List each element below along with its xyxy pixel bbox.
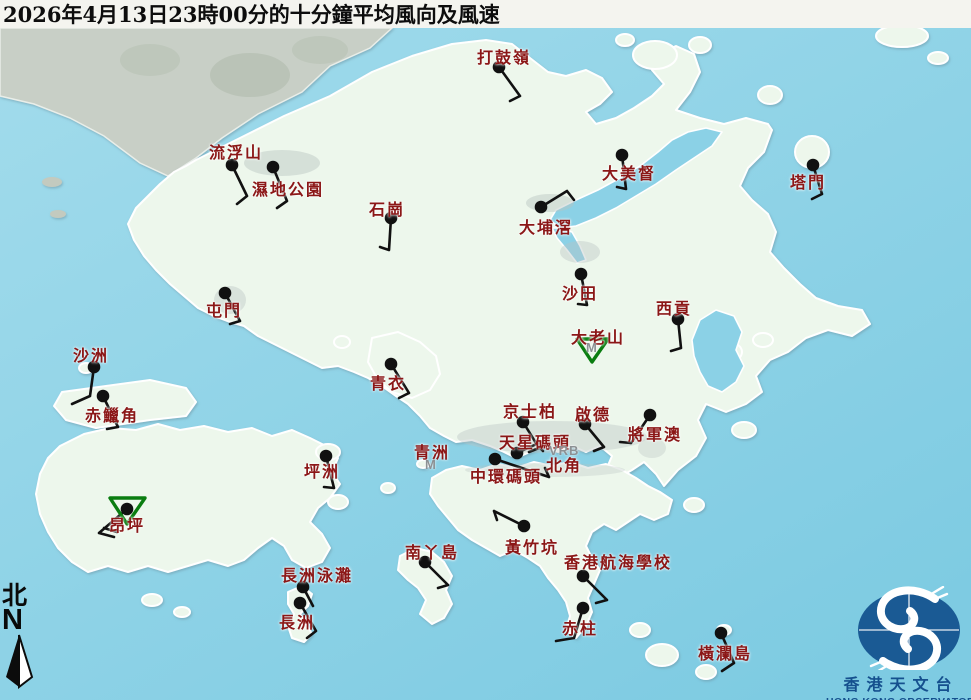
title-bar: 2026年4月13日23時00分的十分鐘平均風向及風速 (0, 0, 971, 28)
land-hong-kong-island (429, 461, 673, 639)
wind-barb-sea-school (576, 569, 609, 605)
station-label-wong-chuk-hang: 黃竹坑 (505, 538, 560, 557)
wind-barb-sha-tin (574, 267, 589, 307)
hko-logo: 香港天文台 HONG KONG OBSERVATORY (826, 585, 971, 700)
station-label-tates-cairn: 大老山 (571, 328, 626, 347)
station-label-north-point: 北角 (546, 456, 583, 475)
wind-barb-lamma-island (418, 555, 450, 590)
station-label-tai-mei-tuk: 大美督 (602, 164, 657, 183)
wind-barbs (70, 60, 824, 673)
station-label-kai-tak: 啟德 (575, 405, 612, 424)
station-label-peng-chau: 坪洲 (304, 462, 341, 481)
wind-barb-stanley (554, 601, 590, 643)
station-label-sea-school: 香港航海學校 (564, 553, 673, 572)
station-label-star-ferry: 天星碼頭 (499, 433, 572, 452)
land-shenzhen (0, 27, 394, 218)
wind-barb-ngong-ping (97, 502, 134, 539)
vrb-marker-north-point: VRB (549, 443, 580, 458)
wind-barb-kai-tak (578, 417, 606, 453)
wind-barb-chek-lap-kok (96, 389, 120, 431)
station-label-sha-chau: 沙洲 (73, 346, 110, 365)
hko-logo-name-en: HONG KONG OBSERVATORY (826, 696, 971, 700)
triangle-tates-cairn (575, 337, 610, 364)
wind-barb-tai-mei-tuk (615, 148, 629, 191)
station-label-wetland-park: 濕地公園 (252, 180, 325, 199)
station-label-tuen-mun: 屯門 (206, 301, 243, 320)
triangle-ngong-ping (108, 496, 147, 526)
maintenance-triangles (108, 337, 610, 526)
station-label-ta-kwu-ling: 打鼓嶺 (477, 48, 532, 67)
station-label-chek-lap-kok: 赤鱲角 (85, 406, 140, 425)
wind-barb-sai-kung (669, 312, 685, 353)
hko-logo-name-cjk: 香港天文台 (843, 675, 959, 694)
wind-barb-cheung-chau (293, 596, 318, 640)
station-label-waglan-island: 橫瀾島 (698, 644, 753, 663)
sea-shatin-inlet (551, 227, 587, 264)
compass-arrow-icon (6, 634, 34, 690)
station-label-central-pier: 中環碼頭 (470, 467, 543, 486)
page-title: 2026年4月13日23時00分的十分鐘平均風向及風速 (3, 2, 500, 27)
station-label-cheung-chau: 長洲 (279, 613, 316, 632)
hko-logo-icon (858, 585, 960, 675)
wind-barb-tap-mun (806, 158, 824, 201)
wind-barb-kings-park (516, 415, 541, 454)
station-label-lau-fau-shan: 流浮山 (209, 143, 264, 162)
station-label-tsing-yi: 青衣 (370, 374, 407, 393)
wind-barb-tai-po-kau (534, 189, 576, 214)
sea-port-shelter (691, 309, 745, 393)
compass-north-cjk: 北 (2, 581, 28, 610)
station-label-cheung-chau-beach: 長洲泳灘 (281, 566, 354, 585)
wind-barb-cheung-chau-beach (296, 580, 315, 608)
station-label-tap-mun: 塔門 (790, 173, 827, 192)
wind-barb-ta-kwu-ling (492, 60, 522, 103)
wind-barb-waglan-island (714, 626, 736, 673)
station-label-lamma-island: 南丫島 (405, 543, 460, 562)
sea-inlets (549, 127, 745, 393)
station-label-green-island: 青洲 (414, 443, 451, 462)
m-marker-green-island: M (425, 457, 437, 472)
station-label-tai-po-kau: 大埔滘 (519, 218, 574, 237)
wind-barb-wetland-park (266, 160, 289, 210)
compass-north-letter: N (2, 604, 23, 636)
wind-barb-wong-chuk-hang (492, 509, 531, 533)
station-label-shek-kong: 石崗 (369, 200, 406, 219)
station-label-ngong-ping: 昂坪 (109, 516, 146, 535)
station-label-sha-tin: 沙田 (562, 284, 599, 303)
wind-barb-tuen-mun (218, 286, 242, 326)
wind-barb-star-ferry (510, 440, 545, 460)
compass: 北 N (2, 583, 42, 694)
land-lantau (35, 423, 341, 573)
station-label-stanley: 赤柱 (562, 619, 599, 638)
station-label-sai-kung: 西貢 (656, 299, 693, 318)
land-lamma (397, 547, 453, 625)
m-marker-tates-cairn: M (586, 340, 598, 355)
wind-barb-sha-chau (70, 360, 101, 406)
wind-barb-tseung-kwan-o (618, 408, 657, 445)
land-tsing-yi (367, 331, 441, 399)
wind-barb-peng-chau (319, 449, 336, 490)
station-label-kings-park: 京士柏 (503, 402, 558, 421)
wind-barb-lau-fau-shan (225, 158, 249, 206)
sea-tolo-harbour (549, 127, 723, 229)
wind-barb-tsing-yi (384, 357, 411, 400)
station-label-tseung-kwan-o: 將軍澳 (628, 425, 683, 444)
wind-barb-central-pier (488, 452, 551, 479)
wind-barb-shek-kong (378, 211, 398, 252)
